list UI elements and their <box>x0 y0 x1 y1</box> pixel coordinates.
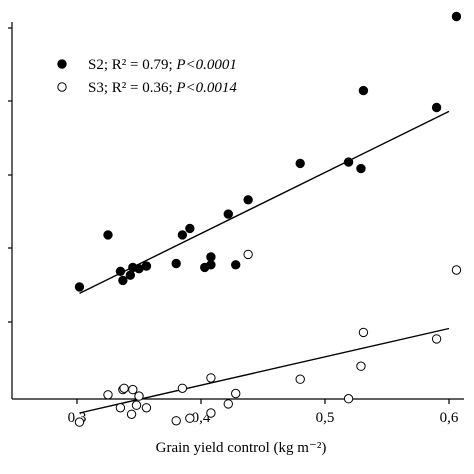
fit-line-s2 <box>79 110 450 295</box>
data-point-s2 <box>115 266 126 276</box>
x-axis-title: Grain yield control (kg m⁻²) <box>156 440 327 456</box>
data-point-s2 <box>103 230 113 240</box>
legend-marker <box>57 82 67 92</box>
data-point-s2 <box>206 252 216 262</box>
data-point-s3 <box>177 383 188 393</box>
data-point-s2 <box>125 270 136 280</box>
data-point-s2 <box>231 260 241 270</box>
data-point-s3 <box>356 361 366 371</box>
data-point-s2 <box>243 195 253 205</box>
x-tick-label: 0,5 <box>316 410 335 426</box>
data-point-s3 <box>141 403 152 413</box>
fit-line-s3 <box>79 327 450 414</box>
data-point-s2 <box>141 261 152 271</box>
axes: 0,3 0,4 0,5 0,6 <box>8 22 464 426</box>
data-point-s3 <box>206 408 216 418</box>
data-point-s3 <box>431 334 442 344</box>
x-tick-label: 0,4 <box>192 410 211 426</box>
data-point-s2 <box>356 163 366 174</box>
data-point-s2 <box>185 223 195 234</box>
data-point-s3 <box>134 391 144 401</box>
data-point-s2 <box>206 260 216 270</box>
data-point-s3 <box>295 374 305 384</box>
data-point-s3 <box>74 417 85 427</box>
data-point-s3 <box>231 388 241 399</box>
data-point-s3 <box>126 409 137 419</box>
data-point-s3 <box>206 373 216 383</box>
data-point-s2 <box>118 275 128 286</box>
data-points <box>74 11 462 427</box>
legend-entry: S2; R² = 0.79; P<0.0001 <box>88 57 237 73</box>
data-point-s3 <box>103 390 113 400</box>
data-point-s2 <box>177 230 188 240</box>
data-point-s2 <box>74 282 85 292</box>
data-point-s2 <box>295 158 305 169</box>
data-point-s3 <box>358 327 369 338</box>
data-point-s3 <box>185 413 195 423</box>
data-point-s2 <box>343 157 354 167</box>
data-point-s3 <box>119 383 129 393</box>
data-point-s2 <box>358 85 369 96</box>
data-point-s2 <box>223 209 233 219</box>
data-point-s3 <box>131 400 142 410</box>
data-point-s2 <box>451 11 462 22</box>
x-tick-label: 0,6 <box>440 410 459 426</box>
regression-lines <box>79 110 450 414</box>
legend-entry: S3; R² = 0.36; P<0.0014 <box>88 80 237 96</box>
data-point-s3 <box>343 394 354 404</box>
data-point-s3 <box>451 265 462 275</box>
data-point-s3 <box>171 416 181 426</box>
data-point-s2 <box>431 102 442 113</box>
data-point-s3 <box>128 384 138 395</box>
data-point-s3 <box>243 249 253 260</box>
legend: S2; R² = 0.79; P<0.0001 S3; R² = 0.36; P<… <box>57 57 237 96</box>
legend-marker <box>57 59 67 69</box>
data-point-s3 <box>223 399 233 409</box>
data-point-s2 <box>171 258 181 269</box>
data-point-s3 <box>115 403 126 413</box>
